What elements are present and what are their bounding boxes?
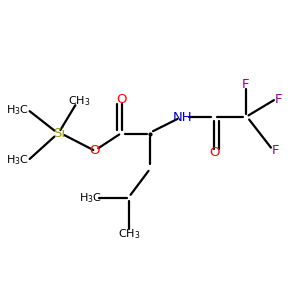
Text: O: O [209,146,220,160]
Text: F: F [275,93,282,106]
Text: H$_3$C: H$_3$C [6,154,28,167]
Text: Si: Si [53,127,65,140]
Text: F: F [272,143,279,157]
Text: H$_3$C: H$_3$C [79,191,102,205]
Text: CH$_3$: CH$_3$ [118,227,140,241]
Text: CH$_3$: CH$_3$ [68,94,91,108]
Text: F: F [242,78,249,91]
Text: O: O [89,143,100,157]
Text: NH: NH [173,111,193,124]
Text: H$_3$C: H$_3$C [6,103,28,117]
Text: O: O [116,93,127,106]
